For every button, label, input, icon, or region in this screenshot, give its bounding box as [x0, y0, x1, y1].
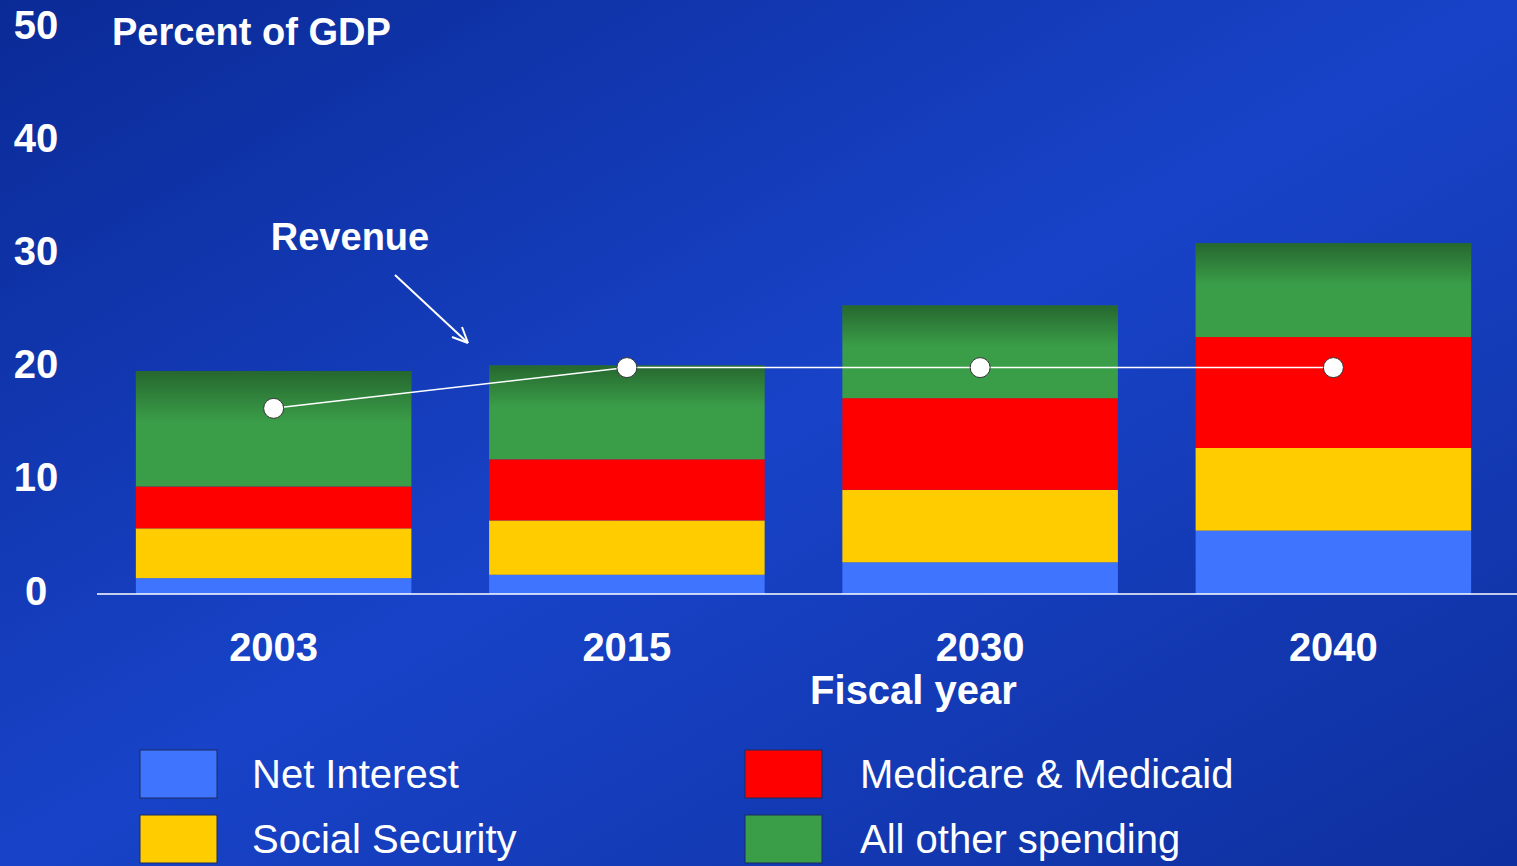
bar-segment: [1196, 531, 1472, 594]
legend-swatch: [745, 750, 822, 798]
y-tick-label: 20: [14, 342, 59, 386]
revenue-marker: [970, 358, 990, 378]
marks: [136, 243, 1471, 594]
legend-swatch: [140, 750, 217, 798]
bar-segment: [489, 459, 765, 520]
chart: 01020304050Percent of GDP200320152030204…: [0, 0, 1517, 866]
y-tick-label: 50: [14, 3, 59, 47]
y-tick-label: 0: [25, 569, 47, 613]
x-tick-label: 2040: [1289, 625, 1378, 669]
revenue-marker: [617, 358, 637, 378]
bar-segment: [136, 371, 412, 486]
bar-segment: [1196, 337, 1472, 448]
y-tick-label: 30: [14, 229, 59, 273]
legend-label: Social Security: [252, 817, 517, 861]
legend-swatch: [140, 815, 217, 863]
bar-segment: [136, 528, 412, 578]
x-tick-label: 2003: [229, 625, 318, 669]
x-tick-label: 2030: [936, 625, 1025, 669]
bar-shade: [136, 371, 412, 486]
revenue-marker: [264, 398, 284, 418]
bar-segment: [842, 305, 1118, 398]
y-axis-title: Percent of GDP: [112, 11, 391, 53]
bar-shade: [1196, 243, 1472, 337]
legend-label: Net Interest: [252, 752, 459, 796]
bar-shade: [842, 305, 1118, 398]
annotation-arrow: [395, 275, 468, 343]
bar-segment: [136, 486, 412, 528]
y-tick-label: 10: [14, 455, 59, 499]
bar-segment: [842, 562, 1118, 594]
bar-segment: [489, 520, 765, 574]
legend-swatch: [745, 815, 822, 863]
legend-label: All other spending: [860, 817, 1180, 861]
x-axis-line: [97, 593, 1517, 595]
bar-segment: [489, 575, 765, 594]
revenue-line: [274, 368, 1334, 409]
bar-segment: [1196, 243, 1472, 337]
arrow-head: [452, 327, 468, 343]
x-axis-title: Fiscal year: [810, 668, 1017, 712]
x-tick-label: 2015: [582, 625, 671, 669]
y-tick-label: 40: [14, 116, 59, 160]
bar-segment: [842, 490, 1118, 562]
revenue-annotation: Revenue: [271, 216, 429, 258]
revenue-marker: [1323, 358, 1343, 378]
legend-label: Medicare & Medicaid: [860, 752, 1234, 796]
bar-segment: [1196, 448, 1472, 531]
background: [0, 0, 1517, 866]
bar-segment: [136, 578, 412, 594]
bar-segment: [842, 398, 1118, 490]
